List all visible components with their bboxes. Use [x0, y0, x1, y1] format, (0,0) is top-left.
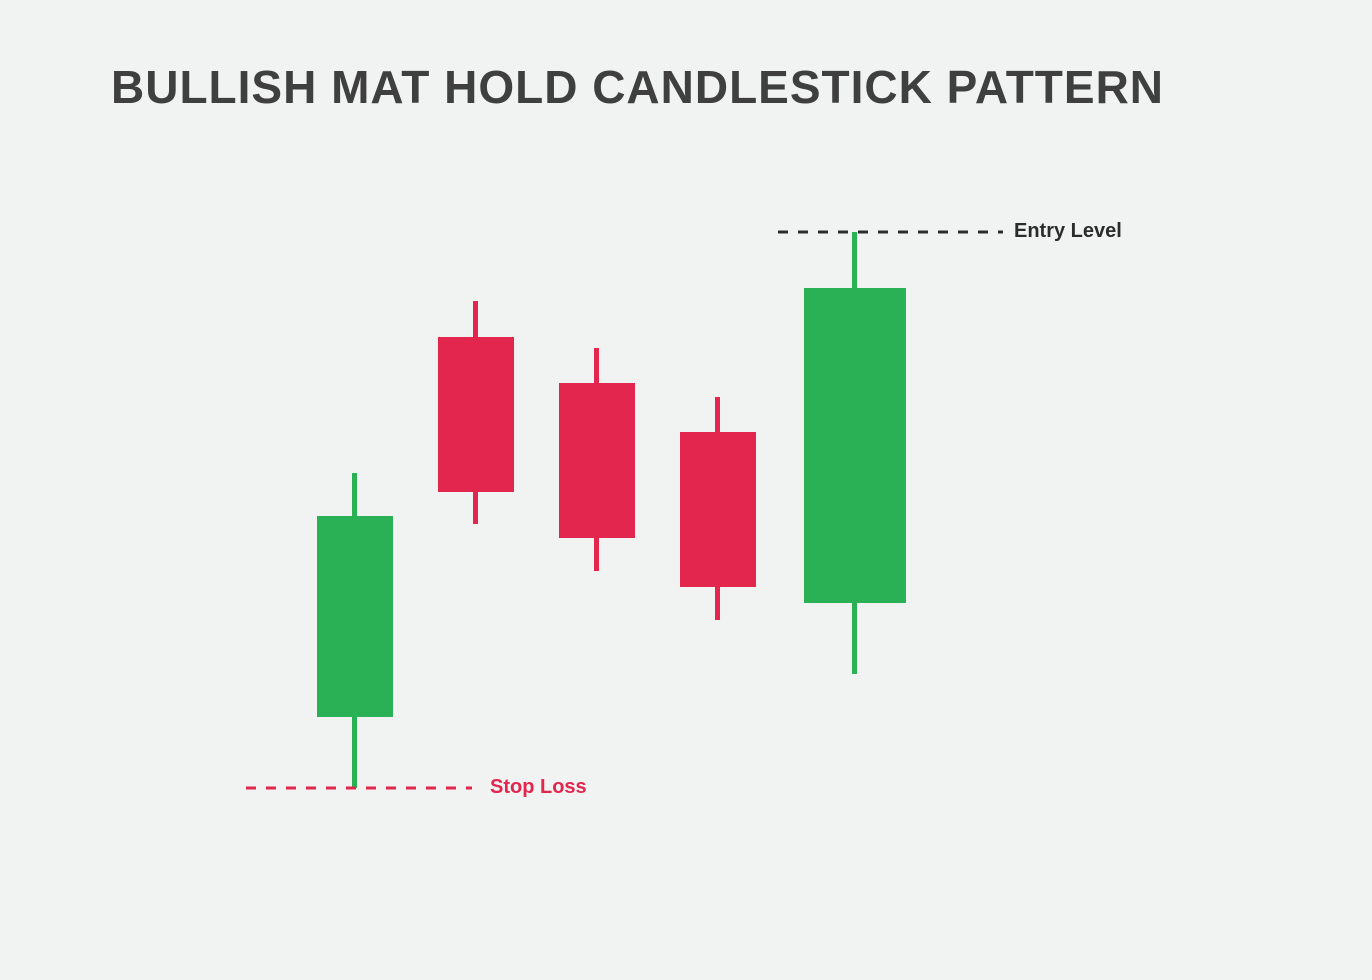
- chart-canvas: BULLISH MAT HOLD CANDLESTICK PATTERN Ent…: [0, 0, 1372, 980]
- chart-title: BULLISH MAT HOLD CANDLESTICK PATTERN: [111, 60, 1164, 114]
- candle-5-body: [804, 288, 906, 603]
- candle-3-body: [559, 383, 635, 538]
- stop-loss-label: Stop Loss: [490, 776, 587, 799]
- candle-1-body: [317, 516, 393, 717]
- entry-level-label: Entry Level: [1014, 220, 1122, 243]
- stop-loss-line: [246, 785, 472, 791]
- candle-2-body: [438, 337, 514, 492]
- candle-4-body: [680, 432, 756, 587]
- entry-level-line: [778, 229, 1003, 235]
